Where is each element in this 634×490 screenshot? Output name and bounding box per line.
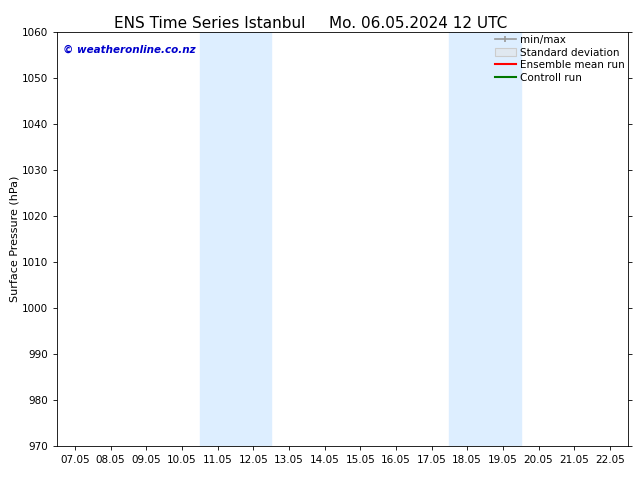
Bar (450, 32, 521, 446)
Bar (200, 32, 271, 446)
Text: ENS Time Series Istanbul: ENS Time Series Istanbul (113, 16, 305, 31)
Text: Mo. 06.05.2024 12 UTC: Mo. 06.05.2024 12 UTC (329, 16, 508, 31)
Y-axis label: Surface Pressure (hPa): Surface Pressure (hPa) (9, 176, 19, 302)
Legend: min/max, Standard deviation, Ensemble mean run, Controll run: min/max, Standard deviation, Ensemble me… (493, 33, 626, 85)
Text: © weatheronline.co.nz: © weatheronline.co.nz (63, 44, 195, 54)
